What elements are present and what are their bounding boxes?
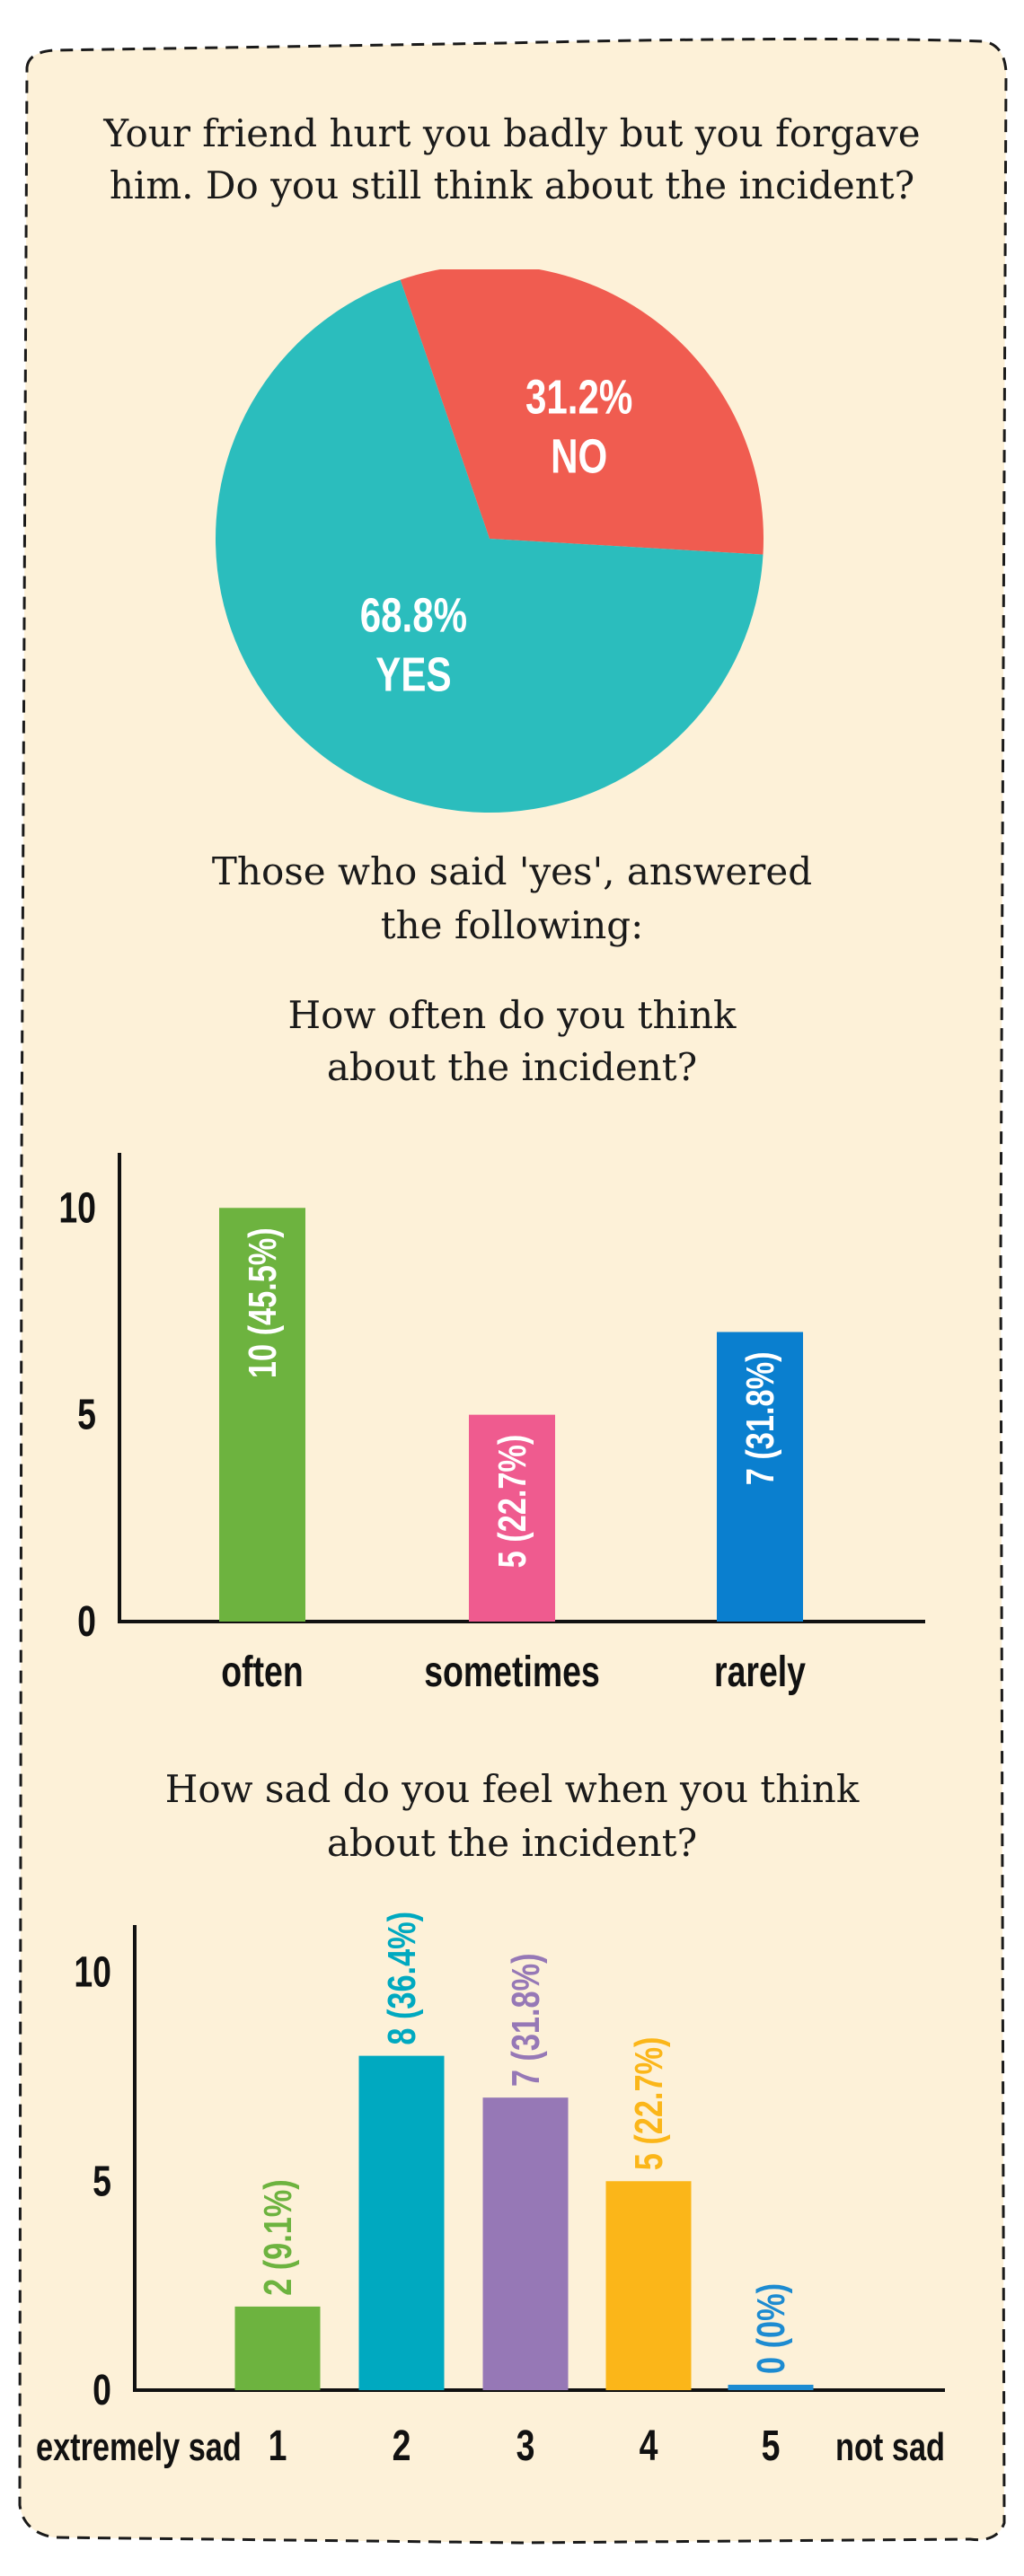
pie-chart: 31.2%NO 68.8%YES <box>216 269 764 813</box>
data-label-group: 7 (31.8%) <box>504 1953 548 2087</box>
data-label-group: 8 (36.4%) <box>380 1912 424 2045</box>
bar-2 <box>358 2055 445 2390</box>
x-tick-label: 5 <box>762 2422 781 2471</box>
intro-line-1: Those who said 'yes', answered <box>211 849 813 893</box>
x-tick-label: rarely <box>714 1648 806 1697</box>
question-1-line-1: Your friend hurt you badly but you forga… <box>103 111 921 155</box>
pie-category-label: YES <box>375 648 451 702</box>
pie-slice-yes <box>216 279 764 813</box>
question-1-line-2: him. Do you still think about the incide… <box>109 163 915 207</box>
bar-1 <box>234 2306 321 2390</box>
pie-slice-no <box>400 269 764 555</box>
data-label-group: 2 (9.1%) <box>256 2179 300 2296</box>
bar-often <box>219 1208 305 1622</box>
data-label-group: 10 (45.5%) <box>241 1227 285 1378</box>
x-tick-label: 1 <box>269 2422 287 2471</box>
x-tick-label: 3 <box>516 2422 535 2471</box>
x-tick-label: 2 <box>393 2422 411 2471</box>
scale-right-label: not sad <box>835 2425 945 2469</box>
bar-rarely <box>717 1332 803 1622</box>
bar-data-label: 7 (31.8%) <box>504 1953 548 2087</box>
bar-data-label: 7 (31.8%) <box>738 1352 782 1486</box>
y-tick-label: 10 <box>74 1948 111 1997</box>
question-2-line-1: How often do you think <box>287 993 737 1037</box>
frequency-bar-chart: 0 5 10 often 10 (45.5%) sometimes 5 (22.7%) rar… <box>58 1153 925 1697</box>
bar-data-label: 10 (45.5%) <box>241 1227 285 1378</box>
x-tick-label: often <box>221 1648 303 1697</box>
intro-line-2: the following: <box>380 903 644 947</box>
data-label-group: 0 (0%) <box>749 2283 793 2374</box>
question-2-line-2: about the incident? <box>326 1045 698 1089</box>
data-label-group: 7 (31.8%) <box>738 1352 782 1486</box>
x-tick-label: sometimes <box>424 1648 600 1697</box>
y-tick-label: 0 <box>77 1598 96 1647</box>
bar-data-label: 5 (22.7%) <box>490 1435 534 1569</box>
question-3-line-2: about the incident? <box>326 1821 698 1865</box>
bar-3 <box>482 2097 569 2390</box>
x-tick-label: 4 <box>640 2422 658 2471</box>
bar-4 <box>605 2181 692 2390</box>
pie-category-label: NO <box>551 430 607 484</box>
bar-data-label: 0 (0%) <box>749 2283 793 2374</box>
scale-left-label: extremely sad <box>36 2425 242 2469</box>
y-tick-label: 5 <box>77 1391 96 1439</box>
bar-data-label: 2 (9.1%) <box>256 2179 300 2296</box>
question-3-line-1: How sad do you feel when you think <box>164 1767 860 1811</box>
y-tick-label: 10 <box>58 1184 96 1233</box>
sadness-bar-chart: 0 5 10 1 2 (9.1%) 2 8 (36.4%) 3 7 (31.8%) 4 5 (22.… <box>36 1912 945 2471</box>
pie-percent-label: 31.2% <box>525 371 632 425</box>
bar-data-label: 8 (36.4%) <box>380 1912 424 2045</box>
y-tick-label: 5 <box>93 2158 111 2206</box>
bar-sometimes <box>469 1414 555 1622</box>
pie-percent-label: 68.8% <box>360 589 467 643</box>
bar-5 <box>728 2385 814 2390</box>
data-label-group: 5 (22.7%) <box>490 1435 534 1569</box>
data-label-group: 5 (22.7%) <box>627 2037 671 2171</box>
y-tick-label: 0 <box>93 2367 111 2415</box>
bar-data-label: 5 (22.7%) <box>627 2037 671 2171</box>
